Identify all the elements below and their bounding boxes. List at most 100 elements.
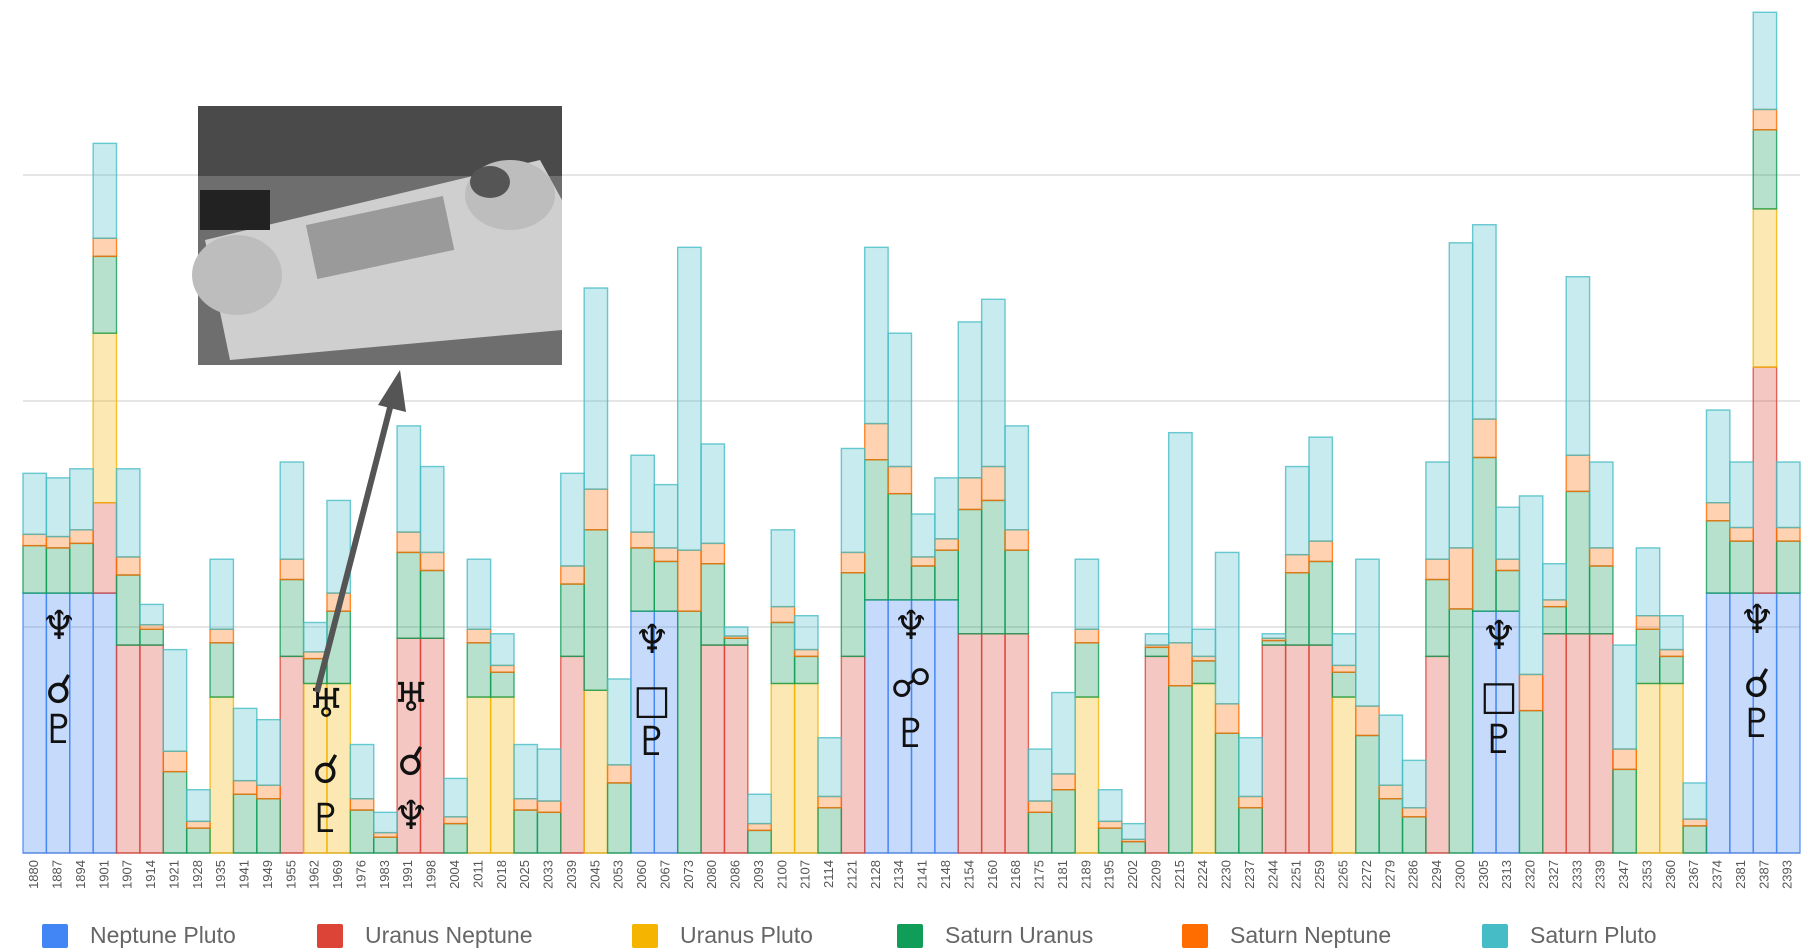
area-segment <box>1099 821 1122 828</box>
area-segment <box>1075 559 1098 629</box>
x-tick-label: 2209 <box>1148 860 1163 889</box>
x-tick-label: 2011 <box>470 860 485 888</box>
area-segment <box>46 548 69 593</box>
area-segment <box>1730 541 1753 593</box>
area-segment <box>841 573 864 657</box>
legend-swatch <box>1482 924 1508 948</box>
area-segment <box>701 564 724 645</box>
annotation-glyph: ♆ <box>634 617 670 663</box>
annotation-glyph: ☌ <box>398 739 425 785</box>
area-segment <box>163 751 186 771</box>
area-segment <box>1122 824 1145 840</box>
x-tick-label: 1976 <box>353 860 368 889</box>
area-segment <box>70 530 93 544</box>
area-segment <box>1145 647 1168 656</box>
area-segment <box>537 801 560 812</box>
area-segment <box>748 794 771 823</box>
annotation-glyph: ☌ <box>313 747 340 793</box>
area-segment <box>1075 629 1098 643</box>
area-segment <box>865 424 888 460</box>
area-segment <box>140 645 163 853</box>
x-tick-label: 1983 <box>377 860 392 889</box>
area-segment <box>982 467 1005 501</box>
x-tick-label: 2004 <box>447 860 462 889</box>
area-segment <box>1753 130 1776 209</box>
area-segment <box>678 550 701 611</box>
area-segment <box>771 622 794 683</box>
area-segment <box>1566 277 1589 456</box>
annotation-glyph: ☍ <box>891 661 932 707</box>
area-segment <box>1005 634 1028 853</box>
x-tick-label: 2387 <box>1756 860 1771 889</box>
area-segment <box>771 530 794 607</box>
area-segment <box>420 467 443 553</box>
area-segment <box>514 810 537 853</box>
area-segment <box>420 552 443 570</box>
legend-swatch <box>897 924 923 948</box>
area-segment <box>561 584 584 656</box>
area-segment <box>1683 783 1706 819</box>
area-segment <box>210 559 233 629</box>
area-segment <box>888 467 911 494</box>
legend-swatch <box>317 924 343 948</box>
area-segment <box>93 256 116 333</box>
area-segment <box>1028 812 1051 853</box>
legend-label: Saturn Uranus <box>945 922 1093 948</box>
annotation-glyph: ♇ <box>308 796 344 842</box>
x-tick-label: 2215 <box>1172 860 1187 889</box>
x-tick-label: 2251 <box>1289 860 1304 889</box>
x-tick-label: 2160 <box>985 860 1000 889</box>
annotation-glyph: ♆ <box>41 603 77 649</box>
area-segment <box>117 557 140 575</box>
x-tick-label: 2339 <box>1593 860 1608 889</box>
area-segment <box>1496 559 1519 570</box>
x-tick-label: 2381 <box>1733 860 1748 889</box>
area-segment <box>1590 548 1613 566</box>
x-tick-label: 2181 <box>1055 860 1070 889</box>
area-segment <box>654 548 677 562</box>
area-segment <box>187 828 210 853</box>
x-tick-label: 1998 <box>424 860 439 889</box>
area-segment <box>1449 243 1472 548</box>
area-segment <box>888 494 911 600</box>
x-tick-label: 2080 <box>704 860 719 889</box>
area-segment <box>491 672 514 697</box>
area-segment <box>841 448 864 552</box>
area-segment <box>93 503 116 593</box>
area-segment <box>1777 462 1800 528</box>
area-segment <box>631 532 654 548</box>
x-tick-label: 2060 <box>634 860 649 889</box>
area-segment <box>537 749 560 801</box>
area-segment <box>958 322 981 478</box>
area-segment <box>23 534 46 545</box>
area-segment <box>233 781 256 795</box>
x-tick-label: 2202 <box>1125 860 1140 889</box>
area-segment <box>1286 645 1309 853</box>
area-segment <box>1636 616 1659 630</box>
area-segment <box>1636 548 1659 616</box>
area-segment <box>818 808 841 853</box>
legend-swatch <box>632 924 658 948</box>
area-segment <box>1473 225 1496 419</box>
area-segment <box>1660 616 1683 650</box>
area-segment <box>140 604 163 624</box>
annotation-glyph: ♆ <box>893 603 929 649</box>
area-segment <box>865 247 888 423</box>
x-tick-label: 2286 <box>1406 860 1421 889</box>
annotation-glyph: ♆ <box>1739 597 1775 643</box>
area-segment <box>1286 467 1309 555</box>
annotation-glyph: ♇ <box>1481 717 1517 763</box>
area-segment <box>537 812 560 853</box>
area-segment <box>280 559 303 579</box>
area-segment <box>210 629 233 643</box>
legend-swatch <box>1182 924 1208 948</box>
x-tick-label: 2025 <box>517 860 532 889</box>
area-segment <box>1777 528 1800 542</box>
x-tick-label: 2189 <box>1078 860 1093 889</box>
area-segment <box>701 543 724 563</box>
area-segment <box>1169 433 1192 643</box>
area-segment <box>935 600 958 853</box>
legend-label: Uranus Pluto <box>680 922 813 948</box>
area-segment <box>678 611 701 853</box>
area-segment <box>608 765 631 783</box>
